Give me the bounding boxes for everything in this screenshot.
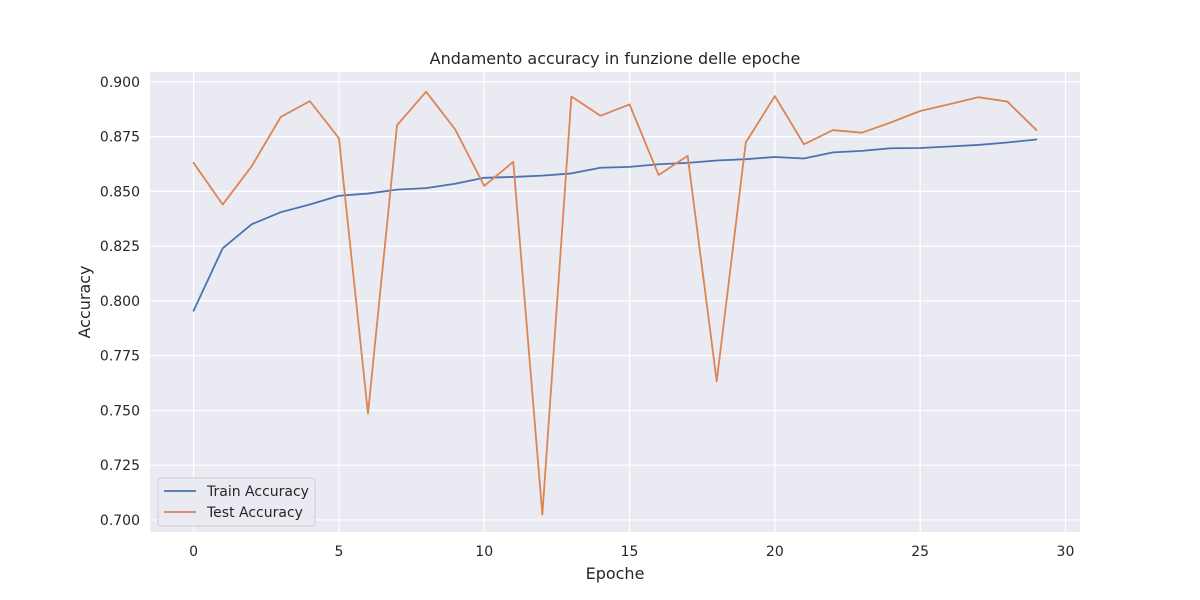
- series-layer: [192, 90, 1038, 516]
- x-tick-label: 0: [189, 544, 198, 560]
- y-tick-label: 0.900: [100, 75, 140, 91]
- legend-label-test: Test Accuracy: [206, 505, 303, 521]
- series-line-test: [192, 90, 1038, 516]
- series-line-train: [192, 138, 1038, 312]
- legend-box: [157, 477, 316, 527]
- x-tick-label: 20: [766, 544, 784, 560]
- y-tick-label: 0.725: [100, 458, 140, 474]
- y-tick-label: 0.700: [100, 513, 140, 529]
- x-tick-label: 15: [621, 544, 639, 560]
- x-tick-label: 5: [334, 544, 343, 560]
- y-tick-labels: 0.700 0.725 0.750 0.775 0.800 0.825 0.850 0.875…: [100, 75, 140, 529]
- plot-background: [150, 72, 1080, 532]
- y-tick-label: 0.825: [100, 239, 140, 255]
- legend-label-train: Train Accuracy: [206, 484, 309, 500]
- legend: Train Accuracy Test Accuracy: [157, 477, 316, 527]
- x-tick-labels: 0 5 10 15 20 25 30: [189, 544, 1074, 560]
- x-tick-label: 30: [1057, 544, 1075, 560]
- y-tick-label: 0.775: [100, 349, 140, 365]
- x-tick-label: 10: [475, 544, 493, 560]
- x-tick-label: 25: [911, 544, 929, 560]
- y-axis-label: Accuracy: [75, 265, 94, 338]
- x-axis-label: Epoche: [586, 564, 645, 583]
- y-tick-label: 0.850: [100, 184, 140, 200]
- chart-title: Andamento accuracy in funzione delle epo…: [430, 49, 801, 68]
- y-tick-label: 0.800: [100, 294, 140, 310]
- y-tick-label: 0.875: [100, 130, 140, 146]
- y-tick-label: 0.750: [100, 403, 140, 419]
